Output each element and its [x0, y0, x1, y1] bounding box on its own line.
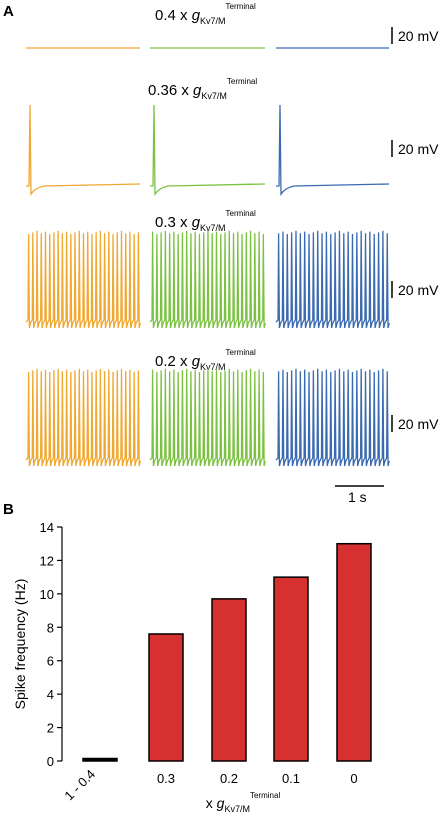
- conductance-sup: Terminal: [226, 2, 256, 11]
- y-axis-label: Spike frequency (Hz): [12, 579, 28, 710]
- conductance-sub: Kv7/M: [200, 223, 226, 233]
- voltage-trace: [25, 230, 141, 329]
- x-axis-label-g: g: [217, 795, 225, 811]
- conductance-sup: Terminal: [226, 348, 256, 357]
- voltage-scale-label: 20 mV: [398, 141, 439, 157]
- voltage-scale-label: 20 mV: [398, 416, 439, 432]
- voltage-trace: [276, 104, 390, 197]
- conductance-prefix: 0.2 x: [155, 353, 192, 370]
- panel-a-letter: A: [3, 3, 14, 20]
- x-axis-label: x gKv7/MTerminal: [206, 791, 281, 814]
- conductance-g: g: [192, 214, 201, 231]
- y-tick-label: 8: [47, 620, 54, 635]
- x-tick-label: 0: [350, 771, 357, 786]
- conductance-g: g: [193, 82, 202, 99]
- conductance-label: 0.4 x gKv7/MTerminal: [155, 2, 256, 26]
- conductance-prefix: 0.4 x: [155, 7, 192, 24]
- conductance-sub: Kv7/M: [201, 91, 227, 101]
- voltage-trace: [275, 230, 390, 329]
- voltage-trace: [150, 104, 266, 197]
- conductance-sup: Terminal: [227, 77, 257, 86]
- voltage-trace: [25, 368, 141, 467]
- voltage-trace: [149, 368, 266, 467]
- x-tick-label: 0.2: [220, 771, 238, 786]
- x-tick-label: 0.1: [282, 771, 300, 786]
- y-tick-label: 2: [47, 721, 54, 736]
- conductance-sub: Kv7/M: [200, 362, 226, 372]
- voltage-scale-label: 20 mV: [398, 28, 439, 44]
- y-tick-label: 6: [47, 654, 54, 669]
- y-tick-label: 12: [40, 553, 54, 568]
- bar: [336, 542, 372, 762]
- panel-b-letter: B: [3, 501, 14, 518]
- trace-row: 0.36 x gKv7/MTerminal 20 mV: [26, 77, 439, 197]
- trace-row: 0.3 x gKv7/MTerminal 20 mV: [25, 209, 439, 329]
- y-axis: 0 2 4 6 8 10 12 14: [40, 520, 63, 769]
- time-scale-label: 1 s: [348, 489, 367, 505]
- trace-row: 0.4 x gKv7/MTerminal 20 mV: [26, 2, 439, 49]
- time-scale-bar: 1 s: [335, 485, 384, 505]
- x-tick-label: 0.3: [157, 771, 175, 786]
- y-tick-label: 4: [47, 687, 54, 702]
- x-axis-label-prefix: x: [206, 795, 217, 811]
- bars: 1 - 0.4 0.3 0.2 0.1 0: [61, 542, 372, 804]
- conductance-sup: Terminal: [226, 209, 256, 218]
- y-tick-label: 14: [40, 520, 54, 535]
- conductance-label: 0.36 x gKv7/MTerminal: [148, 77, 257, 101]
- voltage-scale-label: 20 mV: [398, 282, 439, 298]
- bar: [82, 757, 118, 762]
- trace-row: 0.2 x gKv7/MTerminal 20 mV: [25, 348, 439, 467]
- conductance-prefix: 0.36 x: [148, 82, 193, 99]
- bar: [273, 576, 309, 762]
- conductance-g: g: [192, 353, 201, 370]
- conductance-sub: Kv7/M: [200, 16, 226, 26]
- conductance-label: 0.2 x gKv7/MTerminal: [155, 348, 256, 372]
- x-axis-label-sup: Terminal: [250, 791, 280, 800]
- x-axis-label-sub: Kv7/M: [224, 804, 250, 814]
- svg-text:x gKv7/MTerminal: x gKv7/MTerminal: [206, 791, 281, 814]
- y-tick-label: 0: [47, 754, 54, 769]
- x-tick-label: 1 - 0.4: [61, 767, 98, 804]
- conductance-prefix: 0.3 x: [155, 214, 192, 231]
- voltage-trace: [26, 104, 141, 197]
- bar: [211, 598, 247, 762]
- bar-chart: 0 2 4 6 8 10 12 14 Spike frequency (Hz) 1 - 0.4…: [12, 520, 372, 814]
- y-tick-label: 10: [40, 587, 54, 602]
- conductance-label: 0.3 x gKv7/MTerminal: [155, 209, 256, 233]
- panel-b: B 0 2 4 6 8 10 12 14 Spike frequency (Hz) 1 - 0…: [3, 501, 372, 814]
- conductance-g: g: [192, 7, 201, 24]
- voltage-trace: [149, 230, 266, 329]
- bar: [148, 633, 184, 762]
- voltage-trace: [275, 368, 390, 467]
